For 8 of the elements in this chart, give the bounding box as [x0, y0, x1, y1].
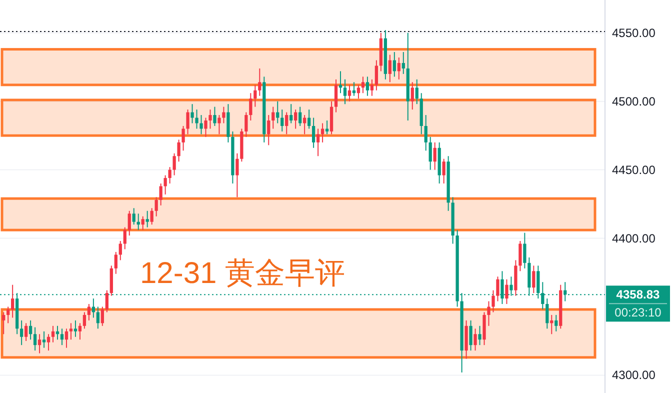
- text: 12-31 黄金早评: [140, 257, 346, 290]
- y-tick-label: 4400.00: [612, 231, 656, 246]
- y-tick-label: 4550.00: [612, 26, 656, 40]
- y-tick-label: 4450.00: [612, 162, 656, 177]
- ref-line-label: 4358.83: [616, 288, 660, 302]
- y-tick-label: 4500.00: [612, 94, 656, 108]
- y-tick-label: 4300.00: [612, 368, 656, 382]
- text: 00:23:10: [614, 306, 662, 320]
